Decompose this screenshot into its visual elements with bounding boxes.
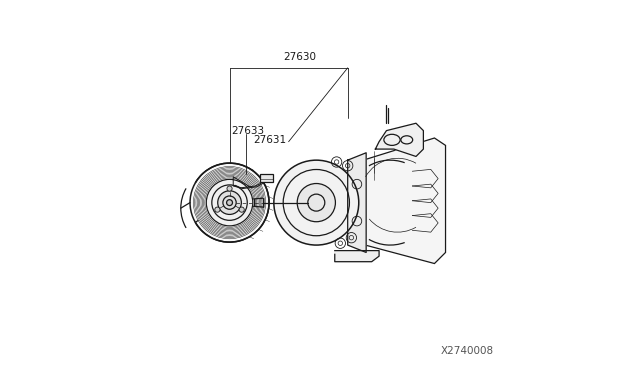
FancyBboxPatch shape	[260, 174, 273, 182]
Circle shape	[215, 207, 220, 212]
Circle shape	[227, 200, 232, 206]
Circle shape	[274, 160, 359, 245]
Polygon shape	[335, 251, 379, 262]
Text: 27631: 27631	[253, 135, 286, 145]
Polygon shape	[376, 123, 424, 157]
Ellipse shape	[218, 191, 241, 214]
Text: X2740008: X2740008	[440, 346, 493, 356]
Text: 27630: 27630	[283, 52, 316, 62]
Text: 27633: 27633	[232, 126, 264, 136]
Ellipse shape	[206, 179, 253, 226]
Polygon shape	[348, 153, 366, 253]
Polygon shape	[351, 138, 445, 263]
Ellipse shape	[190, 163, 269, 242]
Circle shape	[297, 183, 335, 222]
Circle shape	[239, 207, 244, 212]
Circle shape	[227, 186, 232, 191]
